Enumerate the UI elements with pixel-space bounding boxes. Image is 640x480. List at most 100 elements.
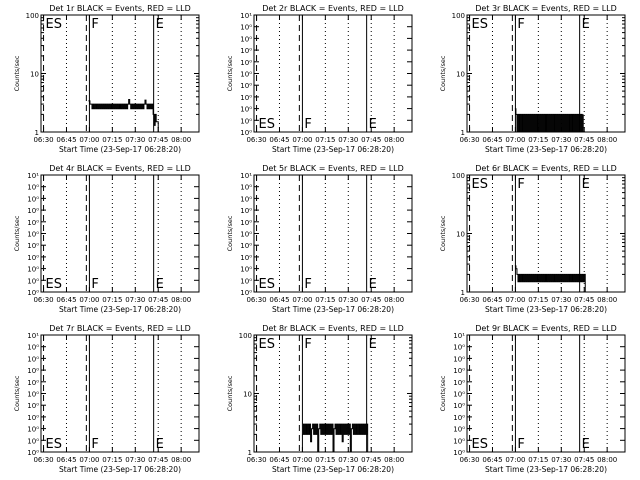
x-tick-label: 06:30 [33,296,53,304]
y-tick-label: 10⁰ [27,231,39,239]
x-tick-label: 07:45 [361,136,381,144]
marker-label: E [156,437,164,452]
x-tick-label: 07:00 [292,296,312,304]
plot-frame [40,334,200,453]
x-tick-label: 06:30 [459,456,479,464]
y-tick-label: 10⁰ [453,449,465,457]
y-tick-label: 10⁰ [240,82,252,90]
x-tick-label: 07:15 [528,296,548,304]
y-tick-label: 1 [248,449,252,457]
x-tick-label: 07:30 [338,296,358,304]
y-tick-label: 10⁰ [27,266,39,274]
x-tick-label: 06:30 [33,456,53,464]
y-tick-label: 10⁰ [240,266,252,274]
marker-label: ES [259,277,275,292]
x-tick-label: 06:45 [56,456,76,464]
marker-label: E [582,437,590,452]
x-tick-label: 07:45 [574,296,594,304]
y-tick-label: 10⁰ [27,254,39,262]
y-axis-label: Counts/sec [226,55,234,91]
x-tick-label: 07:30 [125,456,145,464]
x-tick-label: 06:45 [482,136,502,144]
marker-label: E [156,277,164,292]
y-tick-label: 10⁰ [27,367,39,375]
x-tick-label: 06:45 [56,296,76,304]
x-tick-label: 07:45 [148,296,168,304]
x-tick-label: 07:30 [125,136,145,144]
y-tick-label: 10⁰ [27,242,39,250]
marker-label: F [304,337,311,352]
y-tick-label: 10⁰ [27,184,39,192]
panel-3: Det 3r BLACK = Events, RED = LLD 1 10 100 06… [439,4,626,154]
y-tick-label: 10⁰ [27,402,39,410]
y-tick-label: 10⁰ [240,219,252,227]
x-tick-label: 07:30 [125,296,145,304]
y-tick-label: 10⁰ [27,289,39,297]
y-tick-label: 10⁰ [240,231,252,239]
x-tick-label: 08:00 [384,296,404,304]
y-tick-label: 10⁰ [240,106,252,114]
marker-label: ES [259,337,275,352]
x-tick-label: 08:00 [384,456,404,464]
panel-title: Det 7r BLACK = Events, RED = LLD [49,324,191,333]
marker-label: E [156,17,164,32]
panel-8: Det 8r BLACK = Events, RED = LLD 1 10 100 06… [226,324,413,474]
y-tick-label: 10⁰ [453,437,465,445]
y-tick-label: 10⁰ [240,129,252,137]
y-tick-label: 10⁰ [453,414,465,422]
x-axis-label: Start Time (23-Sep-17 06:28:20) [59,305,181,314]
y-tick-label: 100 [452,172,465,180]
marker-label: ES [259,117,275,132]
x-tick-label: 08:00 [597,456,617,464]
x-tick-label: 08:00 [597,136,617,144]
x-tick-label: 07:15 [315,296,335,304]
x-tick-label: 07:45 [361,296,381,304]
marker-label: F [91,277,98,292]
x-tick-label: 08:00 [384,136,404,144]
x-tick-label: 08:00 [171,296,191,304]
y-tick-label: 100 [26,12,39,20]
marker-label: E [369,337,377,352]
y-axis-label: Counts/sec [439,215,447,251]
y-tick-label: 10 [243,391,252,399]
y-tick-label: 10⁰ [27,437,39,445]
y-tick-label: 10⁰ [240,59,252,67]
x-tick-label: 08:00 [171,136,191,144]
x-tick-label: 06:30 [246,296,266,304]
x-tick-label: 07:15 [528,136,548,144]
marker-label: F [91,17,98,32]
y-tick-label: 10⁰ [240,242,252,250]
x-axis-label: Start Time (23-Sep-17 06:28:20) [272,145,394,154]
marker-label: ES [472,437,488,452]
y-tick-label: 10⁰ [453,426,465,434]
marker-label: ES [46,17,62,32]
marker-label: F [517,437,524,452]
x-axis-label: Start Time (23-Sep-17 06:28:20) [272,305,394,314]
y-tick-label: 10⁰ [453,344,465,352]
panel-6: Det 6r BLACK = Events, RED = LLD 1 10 100 06… [439,164,626,314]
marker-label: F [517,177,524,192]
x-axis-label: Start Time (23-Sep-17 06:28:20) [59,465,181,474]
x-tick-label: 06:45 [269,296,289,304]
x-tick-label: 07:30 [551,136,571,144]
y-tick-label: 10⁰ [240,35,252,43]
x-tick-label: 07:00 [79,296,99,304]
x-tick-label: 06:45 [482,456,502,464]
y-tick-label: 10⁰ [27,391,39,399]
y-tick-label: 10⁰ [240,184,252,192]
panel-title: Det 6r BLACK = Events, RED = LLD [475,164,617,173]
y-tick-label: 10⁰ [27,355,39,363]
x-tick-label: 07:00 [505,296,525,304]
marker-label: F [517,17,524,32]
panel-2: Det 2r BLACK = Events, RED = LLD 10⁰ 10⁰ 10… [226,4,413,154]
x-tick-label: 07:30 [338,456,358,464]
panel-title: Det 4r BLACK = Events, RED = LLD [49,164,191,173]
y-tick-label: 10⁰ [240,47,252,55]
events-series-line [302,423,369,453]
y-tick-label: 10⁰ [240,24,252,32]
x-axis-label: Start Time (23-Sep-17 06:28:20) [485,465,607,474]
y-axis-label: Counts/sec [439,375,447,411]
y-tick-label: 1 [35,129,39,137]
y-tick-label: 10⁰ [27,414,39,422]
